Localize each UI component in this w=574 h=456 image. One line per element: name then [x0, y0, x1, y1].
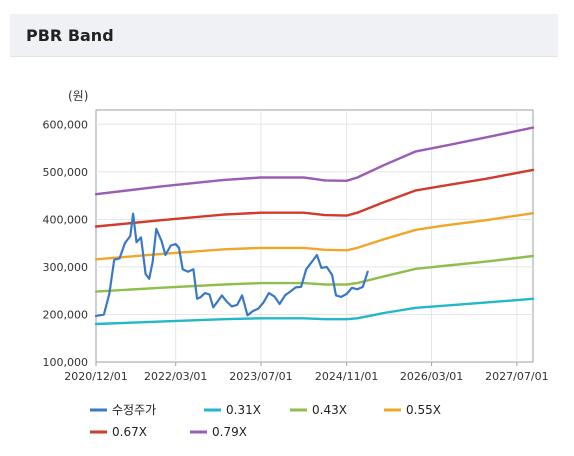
pbr-band-chart: 600,000 500,000 400,000 300,000 200,000 100,0… [43, 89, 549, 439]
y-tick-label: 500,000 [43, 166, 89, 179]
x-tick-label: 2020/12/01 [64, 370, 127, 383]
panel-title: PBR Band [26, 26, 114, 45]
legend-label: 0.79X [212, 425, 247, 439]
y-tick-label: 300,000 [43, 261, 89, 274]
x-tick-label: 2026/03/01 [400, 370, 463, 383]
series-line-band [94, 126, 535, 196]
pbr-band-panel: PBR Band 600,000 500,000 400,000 300,000 200… [10, 14, 558, 448]
legend-label: 0.31X [226, 403, 261, 417]
series-line-band [94, 254, 535, 293]
y-tick-label: 400,000 [43, 213, 89, 226]
legend-label: 0.55X [406, 403, 441, 417]
legend-label: 수정주가 [112, 403, 156, 417]
plot-area [95, 109, 534, 363]
x-tick-label: 2024/11/01 [315, 370, 378, 383]
series-line-band [94, 297, 535, 326]
legend-label: 0.67X [112, 425, 147, 439]
legend-label: 0.43X [312, 403, 347, 417]
panel-header: PBR Band [10, 14, 558, 57]
y-tick-label: 200,000 [43, 308, 89, 321]
x-tick-label: 2022/03/01 [144, 370, 207, 383]
x-tick-label: 2023/07/01 [229, 370, 292, 383]
y-unit-label: (원) [68, 89, 88, 103]
y-tick-label: 100,000 [43, 356, 89, 369]
series-line-band [94, 212, 535, 261]
x-tick-label: 2027/07/01 [485, 370, 548, 383]
y-tick-label: 600,000 [43, 118, 89, 131]
series-line-price [94, 212, 369, 317]
series-line-band [94, 168, 535, 228]
